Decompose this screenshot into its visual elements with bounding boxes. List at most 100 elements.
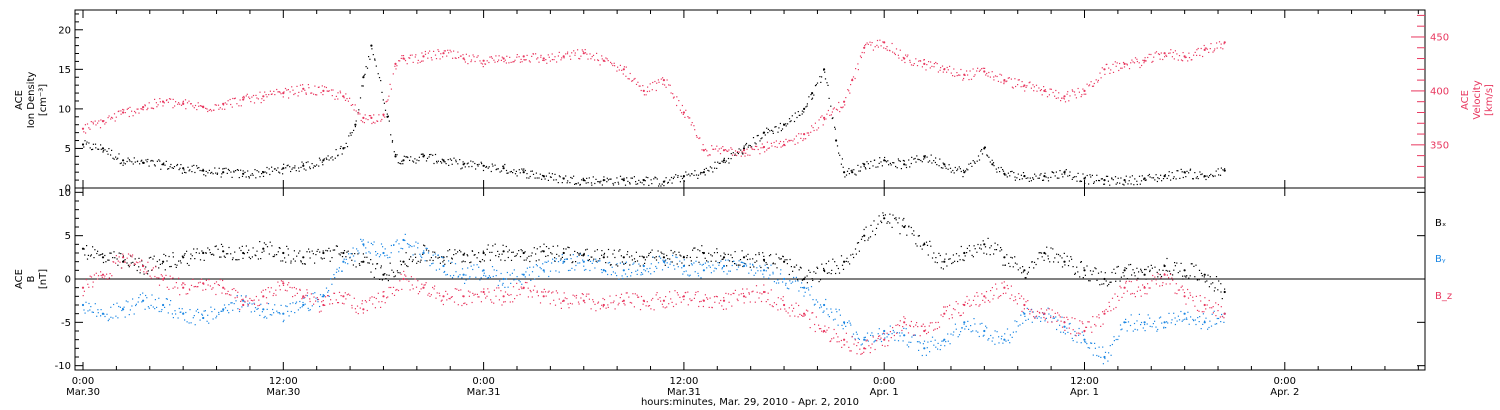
bx-sample bbox=[156, 260, 158, 263]
velocity-sample bbox=[406, 63, 408, 65]
bz-sample bbox=[706, 297, 708, 299]
velocity-sample bbox=[1010, 78, 1012, 80]
velocity-sample bbox=[546, 62, 548, 64]
velocity-sample bbox=[465, 53, 467, 55]
bx-sample bbox=[583, 252, 585, 255]
bz-sample bbox=[1000, 295, 1002, 297]
bx-sample bbox=[550, 252, 552, 254]
velocity-sample bbox=[513, 61, 515, 63]
density-sample bbox=[500, 170, 503, 172]
velocity-sample bbox=[233, 98, 236, 100]
velocity-sample bbox=[1029, 81, 1031, 83]
velocity-sample bbox=[565, 53, 567, 55]
by-point bbox=[202, 316, 205, 320]
by-point bbox=[1163, 321, 1166, 324]
density-sample bbox=[629, 183, 631, 185]
by-sample bbox=[224, 307, 227, 309]
bx-sample bbox=[145, 266, 147, 268]
density-point bbox=[811, 92, 814, 95]
velocity-point bbox=[382, 113, 385, 116]
velocity-sample bbox=[842, 106, 844, 108]
by-sample bbox=[1210, 325, 1213, 327]
velocity-sample bbox=[672, 93, 674, 95]
by-sample bbox=[1104, 357, 1106, 360]
bx-sample bbox=[603, 254, 605, 256]
by-sample bbox=[230, 302, 232, 304]
bx-sample bbox=[184, 253, 186, 255]
density-sample bbox=[997, 167, 1000, 169]
density-sample bbox=[918, 159, 920, 161]
density-sample bbox=[1073, 176, 1075, 178]
by-sample bbox=[704, 262, 706, 264]
by-sample bbox=[365, 247, 367, 249]
bx-sample bbox=[198, 252, 200, 254]
density-sample bbox=[945, 167, 947, 169]
bx-sample bbox=[901, 225, 903, 227]
velocity-sample bbox=[221, 108, 223, 110]
velocity-sample bbox=[1060, 100, 1062, 102]
velocity-sample bbox=[446, 55, 448, 57]
bz-sample bbox=[1007, 288, 1009, 290]
velocity-point bbox=[883, 41, 886, 44]
velocity-sample bbox=[672, 97, 675, 99]
velocity-sample bbox=[152, 107, 154, 109]
by-sample bbox=[547, 260, 549, 262]
density-sample bbox=[563, 177, 565, 179]
by-sample bbox=[977, 331, 979, 333]
density-point bbox=[883, 159, 886, 162]
bx-sample bbox=[982, 240, 984, 242]
velocity-sample bbox=[148, 102, 150, 104]
density-sample bbox=[207, 172, 209, 174]
density-sample bbox=[1224, 168, 1226, 170]
bx-sample bbox=[1190, 263, 1192, 265]
bx-sample bbox=[832, 258, 834, 260]
by-sample bbox=[240, 295, 242, 297]
bz-sample bbox=[478, 296, 480, 298]
bx-sample bbox=[1033, 267, 1035, 269]
bz-point bbox=[322, 303, 325, 307]
density-sample bbox=[1139, 183, 1141, 185]
bz-sample bbox=[560, 302, 562, 304]
density-sample bbox=[724, 161, 726, 164]
density-sample bbox=[716, 167, 718, 169]
by-sample bbox=[979, 323, 981, 325]
by-sample bbox=[197, 308, 199, 310]
bx-sample bbox=[1089, 270, 1092, 272]
bz-sample bbox=[374, 307, 376, 309]
bz-sample bbox=[1083, 331, 1085, 333]
bz-sample bbox=[530, 291, 532, 293]
density-sample bbox=[874, 159, 876, 161]
density-sample bbox=[859, 170, 861, 172]
bz-sample bbox=[1180, 286, 1182, 288]
bz-sample bbox=[586, 293, 588, 295]
density-sample bbox=[747, 146, 749, 148]
density-sample bbox=[968, 163, 970, 165]
bx-sample bbox=[849, 263, 851, 265]
bz-sample bbox=[1066, 316, 1068, 318]
by-sample bbox=[896, 332, 898, 334]
bz-sample bbox=[554, 304, 557, 306]
density-point bbox=[991, 163, 994, 166]
bx-sample bbox=[910, 226, 912, 229]
velocity-sample bbox=[993, 79, 995, 81]
by-sample bbox=[1195, 323, 1197, 326]
density-sample bbox=[323, 158, 325, 160]
density-sample bbox=[621, 178, 623, 180]
velocity-sample bbox=[827, 109, 829, 112]
by-sample bbox=[328, 295, 330, 297]
velocity-sample bbox=[484, 63, 487, 65]
density-sample bbox=[202, 168, 204, 170]
bz-sample bbox=[602, 306, 604, 308]
velocity-sample bbox=[83, 131, 85, 133]
bx-sample bbox=[1022, 266, 1024, 268]
bx-sample bbox=[778, 257, 780, 259]
by-sample bbox=[832, 319, 835, 321]
velocity-sample bbox=[762, 147, 764, 149]
velocity-sample bbox=[848, 90, 850, 92]
by-point bbox=[843, 321, 846, 324]
density-sample bbox=[467, 162, 469, 164]
density-sample bbox=[732, 152, 734, 154]
density-sample bbox=[939, 158, 941, 160]
bx-sample bbox=[243, 253, 245, 255]
by-sample bbox=[585, 268, 587, 271]
